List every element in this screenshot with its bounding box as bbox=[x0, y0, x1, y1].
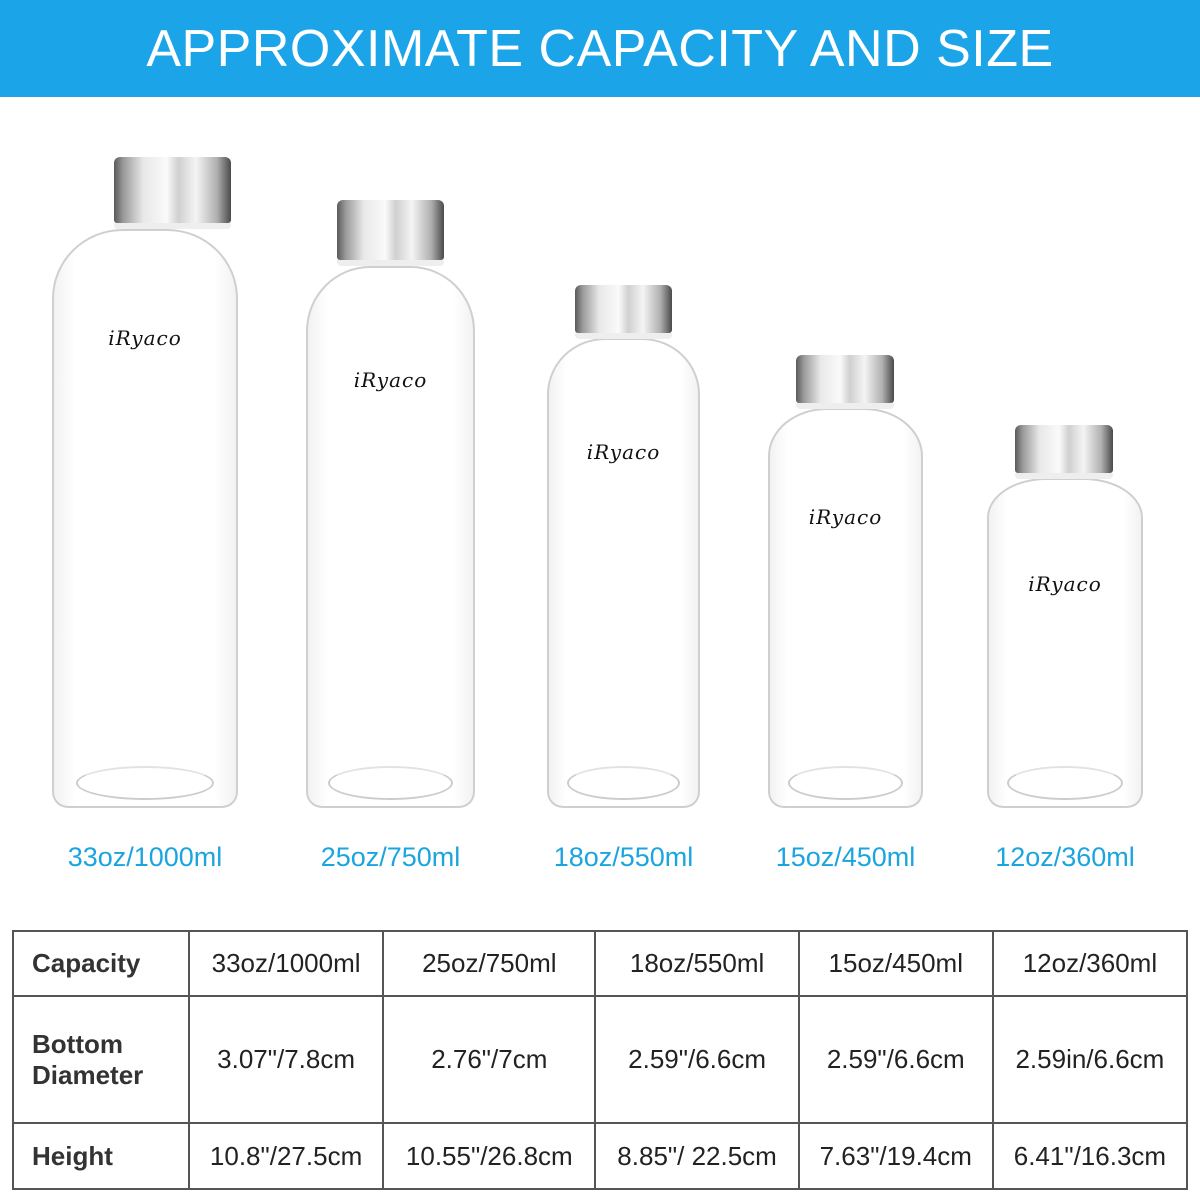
table-cell: 25oz/750ml bbox=[382, 929, 597, 998]
bottle-body: iRyaco bbox=[987, 478, 1143, 808]
table-row-height: Height 10.8"/27.5cm 10.55"/26.8cm 8.85"/… bbox=[12, 1122, 1189, 1190]
bottle-body: iRyaco bbox=[768, 408, 923, 808]
bottle-body: iRyaco bbox=[547, 338, 700, 808]
capacity-label: 33oz/1000ml bbox=[67, 842, 223, 872]
bottle-body: iRyaco bbox=[52, 229, 238, 808]
bottle-base bbox=[788, 766, 903, 800]
bottle-cap bbox=[114, 157, 231, 229]
bottle-base bbox=[327, 766, 454, 800]
banner-header: APPROXIMATE CAPACITY AND SIZE bbox=[0, 0, 1200, 97]
bottle-cap bbox=[575, 285, 672, 339]
table-cell: 8.85"/ 22.5cm bbox=[594, 1122, 800, 1190]
brand-logo: iRyaco bbox=[108, 326, 182, 350]
size-table: Capacity 33oz/1000ml 25oz/750ml 18oz/550… bbox=[12, 929, 1189, 1190]
row-header-line: Diameter bbox=[32, 1059, 144, 1090]
brand-logo: iRyaco bbox=[808, 505, 883, 529]
bottle-base bbox=[1007, 766, 1123, 800]
row-header-bottom-diameter: Bottom Diameter bbox=[12, 995, 190, 1125]
table-cell: 10.55"/26.8cm bbox=[382, 1122, 597, 1190]
brand-logo: iRyaco bbox=[586, 440, 661, 464]
table-cell: 10.8"/27.5cm bbox=[187, 1122, 385, 1190]
table-cell: 12oz/360ml bbox=[991, 929, 1189, 998]
row-header-capacity: Capacity bbox=[12, 929, 190, 998]
table-cell: 18oz/550ml bbox=[594, 929, 800, 998]
bottle-cap bbox=[1015, 425, 1113, 479]
table-cell: 2.59"/6.6cm bbox=[797, 995, 994, 1125]
capacity-label: 18oz/550ml bbox=[553, 842, 694, 872]
bottle-cap bbox=[337, 200, 444, 266]
bottle-body: iRyaco bbox=[306, 266, 475, 808]
table-cell: 7.63"/19.4cm bbox=[797, 1122, 994, 1190]
capacity-label: 25oz/750ml bbox=[320, 842, 461, 872]
capacity-label: 12oz/360ml bbox=[995, 842, 1135, 872]
table-row-capacity: Capacity 33oz/1000ml 25oz/750ml 18oz/550… bbox=[12, 929, 1189, 998]
table-cell: 2.59"/6.6cm bbox=[594, 995, 800, 1125]
bottle-base bbox=[566, 766, 681, 800]
table-cell: 3.07"/7.8cm bbox=[187, 995, 385, 1125]
table-cell: 15oz/450ml bbox=[797, 929, 994, 998]
table-cell: 2.59in/6.6cm bbox=[991, 995, 1189, 1125]
table-row-bottom-diameter: Bottom Diameter 3.07"/7.8cm 2.76"/7cm 2.5… bbox=[12, 995, 1189, 1125]
table-cell: 6.41"/16.3cm bbox=[991, 1122, 1189, 1190]
banner-title: APPROXIMATE CAPACITY AND SIZE bbox=[146, 19, 1054, 78]
bottle-cap bbox=[796, 355, 894, 409]
bottle-base bbox=[75, 766, 215, 800]
brand-logo: iRyaco bbox=[353, 368, 428, 392]
table-cell: 33oz/1000ml bbox=[187, 929, 385, 998]
row-header-line: Bottom bbox=[32, 1028, 123, 1059]
capacity-label: 15oz/450ml bbox=[775, 842, 916, 872]
row-header-height: Height bbox=[12, 1122, 190, 1190]
table-cell: 2.76"/7cm bbox=[382, 995, 597, 1125]
brand-logo: iRyaco bbox=[1028, 572, 1102, 596]
